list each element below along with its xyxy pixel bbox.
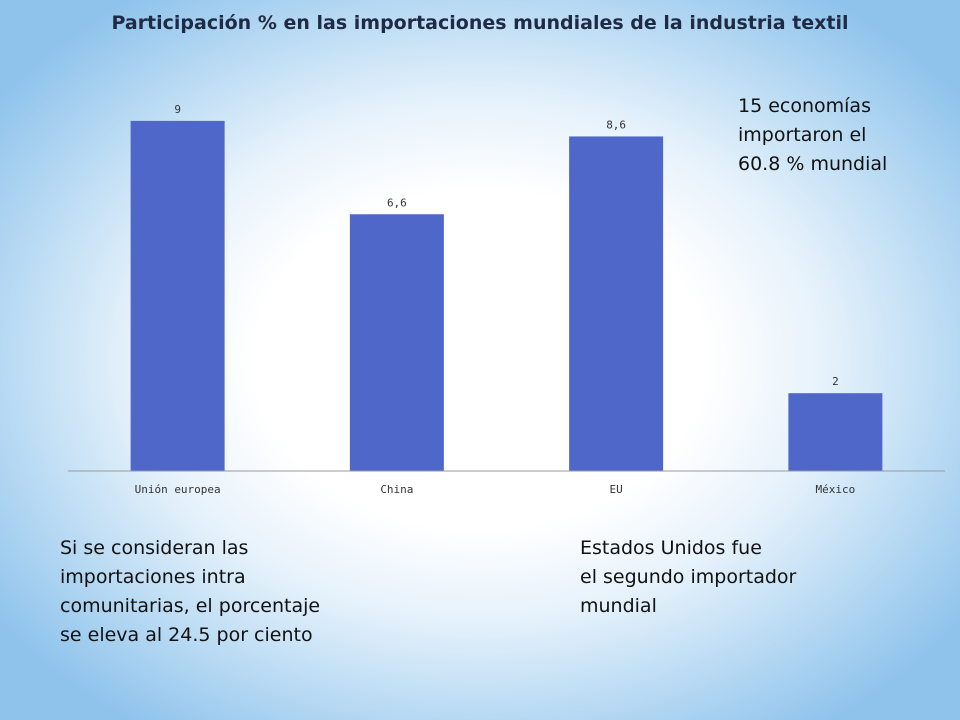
- data-label-1: 6,6: [387, 196, 407, 209]
- x-tick-label-1: China: [380, 483, 413, 496]
- x-tick-label-3: México: [816, 483, 856, 496]
- bar-2: [569, 136, 664, 471]
- bar-3: [788, 393, 883, 471]
- x-tick-label-2: EU: [610, 483, 623, 496]
- data-label-3: 2: [832, 375, 839, 388]
- bar-1: [349, 214, 444, 471]
- bar-0: [130, 120, 225, 471]
- data-label-0: 9: [174, 103, 181, 116]
- note-united-states: Estados Unidos fue el segundo importador…: [580, 537, 797, 617]
- data-label-2: 8,6: [606, 118, 626, 131]
- chart-title: Participación % en las importaciones mun…: [111, 12, 849, 34]
- x-tick-label-0: Unión europea: [135, 483, 221, 496]
- note-fifteen-economies: 15 economías importaron el 60.8 % mundia…: [738, 95, 888, 175]
- note-intra-community-imports: Si se consideran las importaciones intra…: [60, 537, 321, 646]
